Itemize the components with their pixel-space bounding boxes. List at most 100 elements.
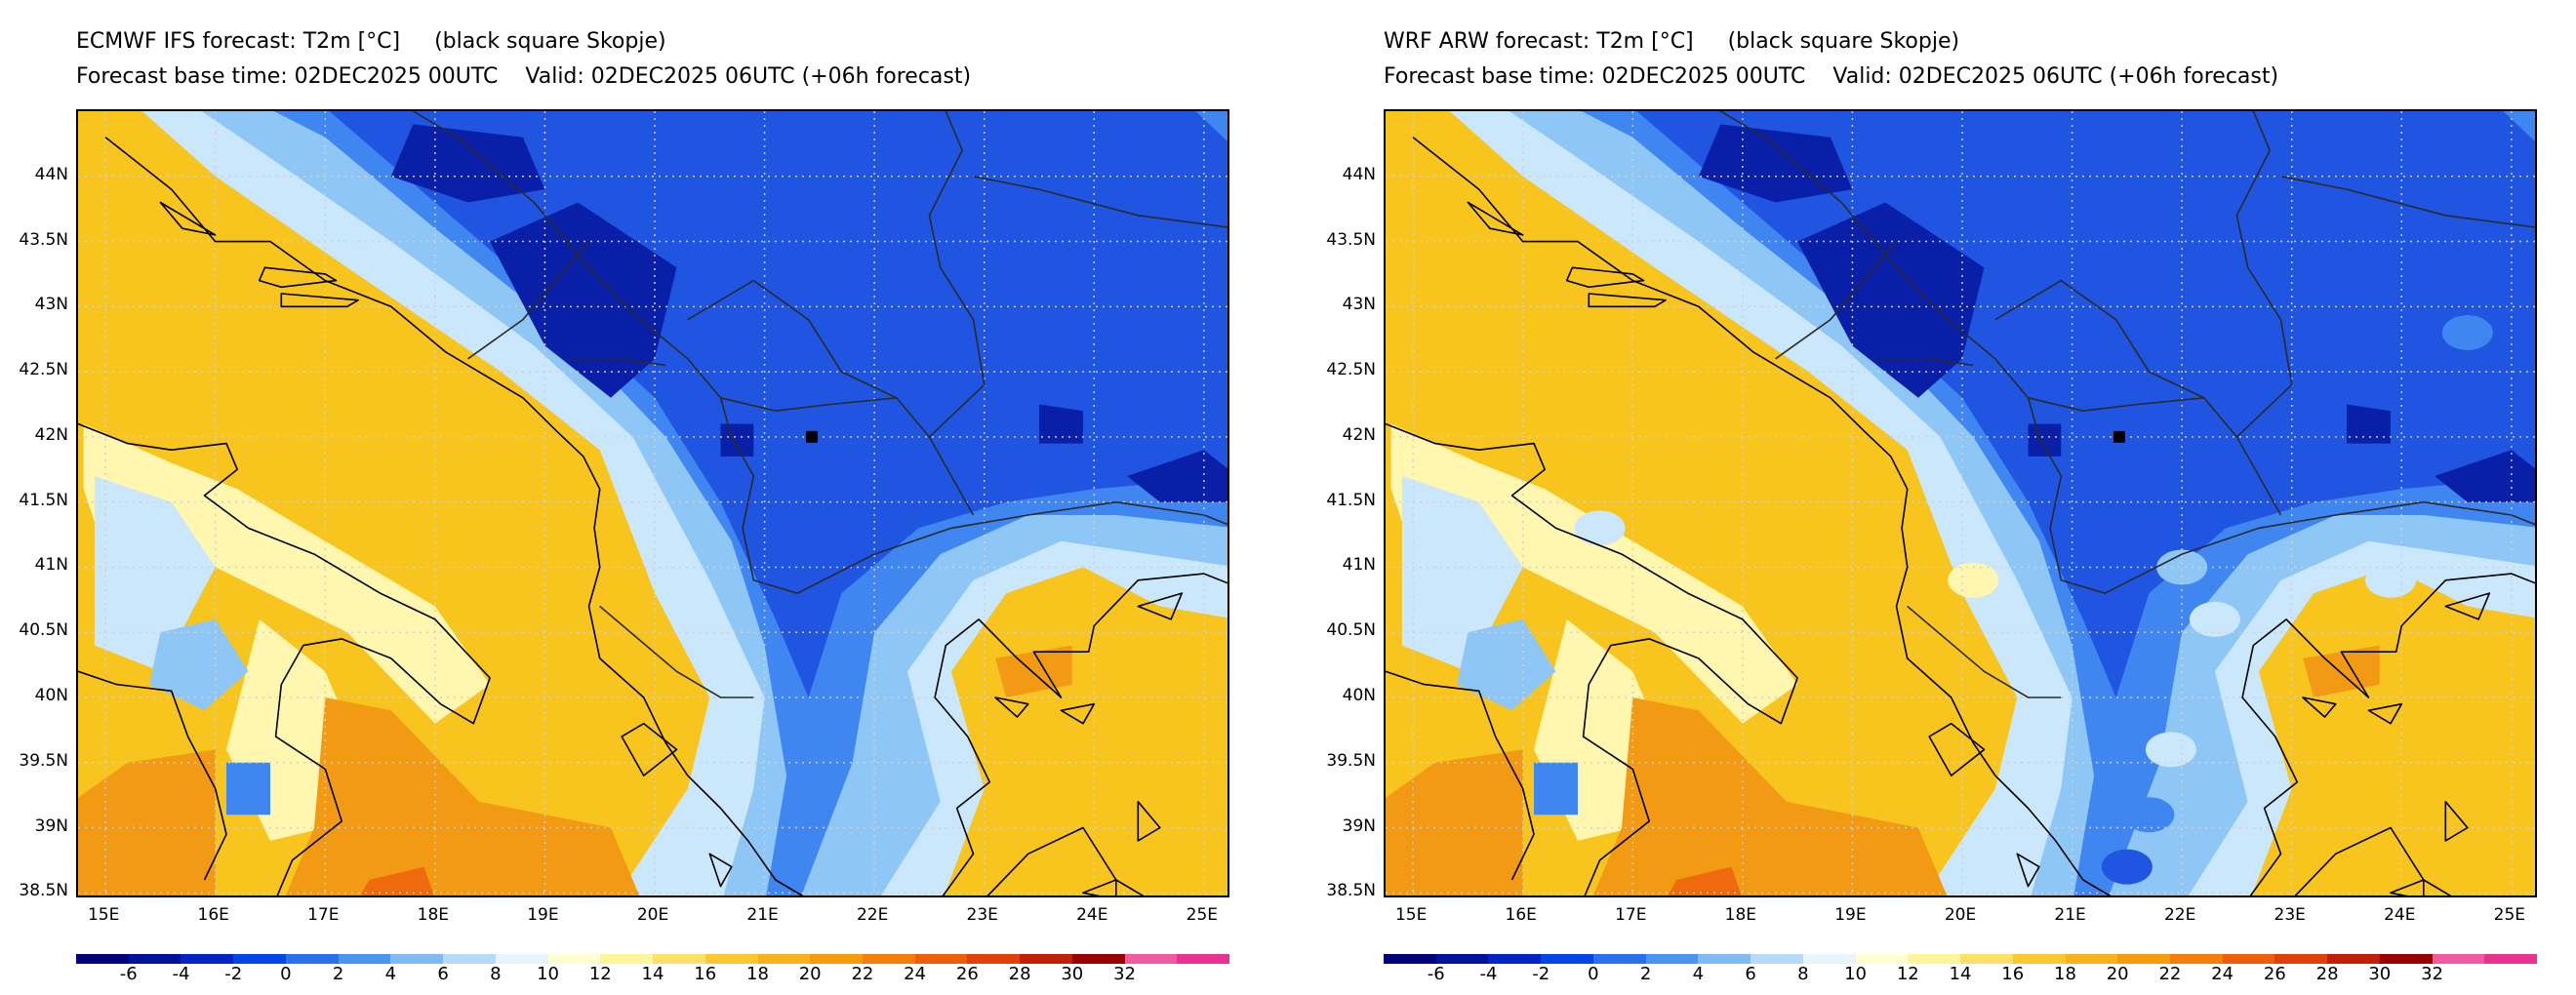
colorbar-tick-label: 24 [2211, 964, 2234, 984]
panel-subtitle: Forecast base time: 02DEC2025 00UTC Vali… [1384, 64, 2279, 89]
colorbar-swatch [1071, 954, 1125, 964]
colorbar-tick-label: 8 [1797, 964, 1809, 984]
lat-tick-label: 42N [34, 424, 68, 445]
colorbar-tick-label: -2 [1532, 964, 1550, 984]
border-line [2280, 176, 2535, 228]
colorbar-swatch [1541, 954, 1593, 964]
colorbar-tick-label: 22 [851, 964, 874, 984]
country-borders [1718, 111, 2535, 698]
hot-zone [1386, 749, 1523, 896]
lon-tick-label: 18E [417, 905, 450, 925]
coastline [78, 422, 491, 896]
cold-core-zone [1698, 124, 1853, 203]
detail-blob [1574, 510, 1626, 546]
colorbar-swatch [1592, 954, 1646, 964]
colorbar-tick-label: 28 [2315, 964, 2339, 984]
cold-core-zone [2435, 450, 2535, 502]
temperature-map [76, 109, 1229, 897]
lon-tick-label: 25E [2493, 905, 2526, 925]
colorbar-swatch [1908, 954, 1961, 964]
temperature-map [1384, 109, 2537, 897]
colorbar-tick-label: 14 [1949, 964, 1972, 984]
lat-tick-label: 39.5N [1326, 750, 1376, 771]
detail-blob [2156, 549, 2208, 585]
colorbar-swatch [338, 954, 391, 964]
lon-tick-label: 17E [1615, 905, 1647, 925]
colorbar-tick-label: -6 [119, 964, 138, 984]
colorbar-tick-label: 32 [1113, 964, 1136, 984]
lat-tick-label: 43.5N [1326, 229, 1376, 250]
colorbar-swatch [495, 954, 548, 964]
colorbar-swatch [1124, 954, 1178, 964]
lon-tick-label: 15E [87, 905, 120, 925]
lat-tick-label: 39N [1342, 816, 1376, 836]
lon-tick-label: 21E [2054, 905, 2086, 925]
colorbar-swatch [863, 954, 915, 964]
colorbar-labels: -6 -4 -2 0 2 4 6 8 10 12 14 16 18 20 22 24 26 28 30 32 [76, 964, 1229, 993]
lon-tick-label: 17E [307, 905, 340, 925]
colorbar-labels: -6 -4 -2 0 2 4 6 8 10 12 14 16 18 20 22 24 26 28 30 32 [1384, 964, 2537, 993]
lat-tick-label: 44N [34, 164, 68, 184]
colorbar-tick-label: 2 [1639, 964, 1652, 984]
mild-zone [149, 618, 249, 711]
island-outline [1565, 266, 1645, 289]
border-line [599, 605, 754, 698]
lat-tick-label: 40.5N [19, 620, 68, 641]
lat-tick-label: 41N [34, 555, 68, 576]
border-line [1873, 358, 1974, 367]
coastline [104, 137, 804, 896]
lat-tick-label: 40N [1342, 685, 1376, 705]
lon-tick-label: 21E [746, 905, 779, 925]
ecmwf-panel: ECMWF IFS forecast: T2m [°C] (black squa… [19, 29, 1230, 993]
colorbar-tick-label: -4 [1479, 964, 1498, 984]
colorbar-swatch [2432, 954, 2485, 964]
detail-blob [1420, 562, 1471, 598]
colorbar-tick-label: 18 [2054, 964, 2076, 984]
colorbar-tick-label: 16 [694, 964, 717, 984]
island-outline [708, 853, 733, 888]
island-outline [1588, 293, 1667, 308]
mild-zone [1457, 618, 1556, 711]
colorbar-tick-label: 28 [1008, 964, 1031, 984]
colorbar-swatch [653, 954, 705, 964]
cold-core-zone [2028, 423, 2062, 457]
lat-tick-label: 44N [1342, 164, 1376, 184]
lat-tick-label: 40.5N [1326, 620, 1376, 641]
detail-blob [1948, 562, 1999, 598]
lon-tick-label: 20E [1944, 905, 1977, 925]
coastline [1412, 137, 2112, 896]
cold-core-zone [1127, 450, 1228, 502]
colorbar-tick-label: 30 [2368, 964, 2392, 984]
lon-tick-label: 24E [2384, 905, 2416, 925]
lat-tick-label: 41.5N [19, 490, 68, 510]
cold-core-zone [1039, 404, 1083, 444]
coastline [78, 670, 227, 881]
cool-zone [226, 762, 270, 816]
border-line [973, 176, 1228, 228]
island-outline [159, 201, 217, 236]
colorbar-tick-label: 10 [1844, 964, 1867, 984]
cold-core-zone [2347, 404, 2391, 444]
colorbar-swatch [1698, 954, 1751, 964]
island-outline [1082, 879, 1117, 896]
border-line [928, 111, 986, 438]
border-line [720, 397, 897, 413]
colorbar-swatch [2222, 954, 2275, 964]
colorbar-tick-label: 24 [904, 964, 927, 984]
map-canvas [1386, 111, 2535, 896]
colorbar-tick-label: 14 [641, 964, 664, 984]
coastline [1386, 670, 1535, 881]
island-outline [280, 293, 359, 308]
coastline [934, 573, 1228, 896]
coastlines [1386, 137, 2535, 896]
border-line [2028, 397, 2204, 413]
lat-tick-label: 38.5N [19, 881, 68, 901]
island-outline [2444, 592, 2491, 620]
colorbar-swatch [181, 954, 234, 964]
lat-tick-label: 39N [34, 816, 68, 836]
colorbar-tick-label: 20 [798, 964, 822, 984]
colorbar-swatch [1855, 954, 1909, 964]
lat-tick-label: 43.5N [19, 229, 68, 250]
border-line [1994, 279, 2282, 516]
lon-tick-label: 22E [2163, 905, 2196, 925]
